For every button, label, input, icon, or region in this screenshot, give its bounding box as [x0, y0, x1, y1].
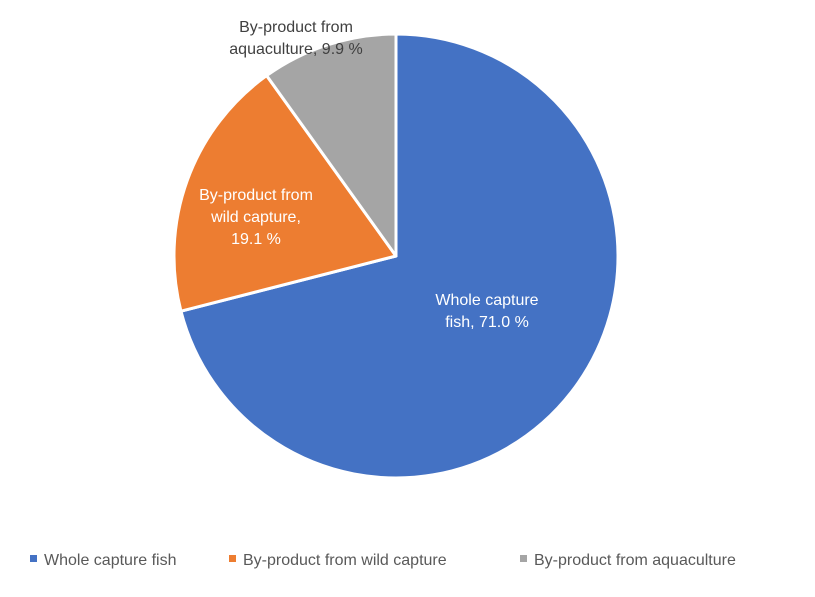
slice-label-line: aquaculture, 9.9 %: [229, 41, 362, 58]
legend-item-2: By-product from wild capture: [229, 552, 447, 569]
legend-label: By-product from wild capture: [243, 552, 447, 569]
legend-swatch: [229, 555, 236, 562]
slice-label-line: Whole capture: [435, 292, 538, 309]
slice-label-line: 19.1 %: [231, 231, 281, 248]
pie-slice-3: [265, 32, 398, 258]
legend: Whole capture fish By-product from wild c…: [30, 552, 736, 569]
pie-slice-1: [179, 32, 620, 480]
legend-label: By-product from aquaculture: [534, 552, 736, 569]
slice-label-1: Whole capture fish, 71.0 %: [435, 292, 538, 331]
slice-label-3: By-product from aquaculture, 9.9 %: [229, 19, 362, 58]
legend-swatch: [30, 555, 37, 562]
slice-labels: Whole capture fish, 71.0 % By-product from…: [199, 19, 539, 331]
slice-label-line: By-product from: [239, 19, 353, 36]
slice-label-line: wild capture,: [210, 209, 301, 226]
pie-slices: [172, 32, 620, 480]
slice-label-line: fish, 71.0 %: [445, 314, 529, 331]
legend-item-1: Whole capture fish: [30, 552, 177, 569]
legend-label: Whole capture fish: [44, 552, 177, 569]
slice-label-2: By-product from wild capture, 19.1 %: [199, 187, 313, 248]
slice-label-line: By-product from: [199, 187, 313, 204]
legend-item-3: By-product from aquaculture: [520, 552, 736, 569]
legend-swatch: [520, 555, 527, 562]
pie-slice-2: [172, 74, 398, 313]
